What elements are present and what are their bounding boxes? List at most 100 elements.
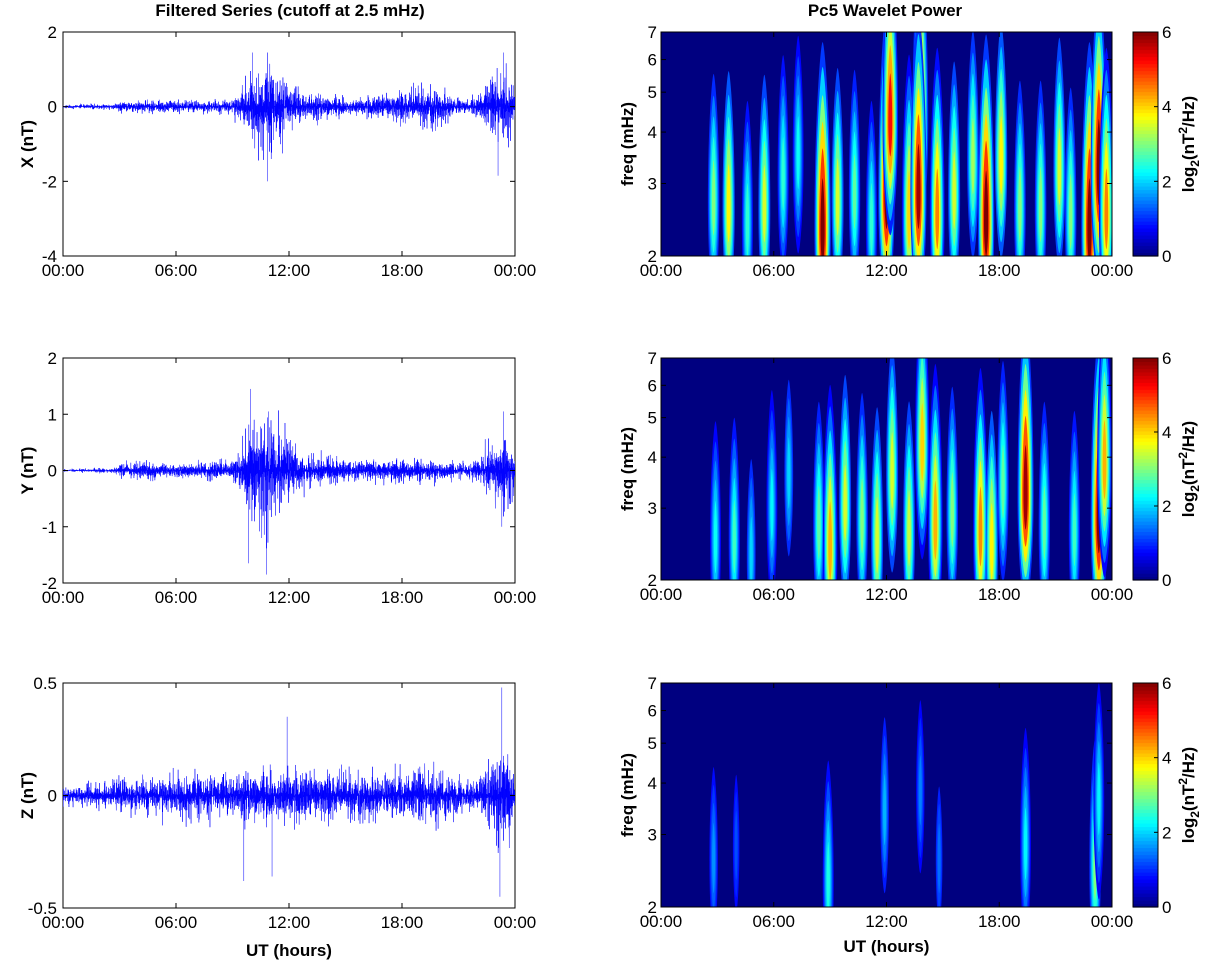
- colorbar-segment: [1133, 403, 1158, 408]
- colorbar-segment: [1133, 823, 1158, 828]
- colorbar-segment: [1133, 378, 1158, 383]
- colorbar-segment: [1133, 833, 1158, 838]
- colorbar-segment: [1133, 196, 1158, 201]
- spectrogram-image: [661, 683, 1112, 907]
- colorbar-segment: [1133, 847, 1158, 852]
- wavelet-power-burst: [820, 178, 825, 256]
- colorbar-segment: [1133, 430, 1158, 435]
- wavelet-power-burst: [978, 486, 983, 567]
- y-tick-label: -2: [42, 574, 57, 593]
- colorbar-segment: [1133, 84, 1158, 89]
- colorbar-segment: [1133, 566, 1158, 571]
- colorbar-segment: [1133, 147, 1158, 152]
- colorbar-segment: [1133, 875, 1158, 880]
- colorbar-segment: [1133, 837, 1158, 842]
- wavelet-power-burst: [1042, 485, 1047, 560]
- colorbar-tick-label: 4: [1162, 749, 1171, 768]
- colorbar-segment: [1133, 144, 1158, 149]
- colorbar-segment: [1133, 413, 1158, 418]
- spectrogram-panel-3: 2 3 4 5 6 7 00:00 06:00 12:00 18:00 00:00 freq (mHz…: [618, 674, 1133, 956]
- colorbar-segment: [1133, 252, 1158, 257]
- colorbar-segment: [1133, 496, 1158, 501]
- timeseries-x-tick-label: 06:00: [155, 913, 198, 932]
- spectrogram-x-tick-label: 00:00: [640, 261, 683, 280]
- colorbar-segment: [1133, 903, 1158, 908]
- colorbar-segment: [1133, 753, 1158, 758]
- spectrogram-x-tick-label: 18:00: [978, 585, 1021, 604]
- y-axis-label: Z (nT): [18, 772, 37, 819]
- y-tick-label: -1: [42, 518, 57, 537]
- y-tick-label: 1: [48, 405, 57, 424]
- spectrogram-x-tick-label: 06:00: [752, 261, 795, 280]
- wavelet-power-burst: [890, 432, 894, 509]
- colorbar-label-superscript: 2: [1176, 778, 1190, 785]
- colorbar-segment: [1133, 451, 1158, 456]
- timeseries-x-tick-label: 00:00: [494, 588, 537, 607]
- colorbar-segment: [1133, 42, 1158, 47]
- colorbar-segment: [1133, 217, 1158, 222]
- colorbar-segment: [1133, 545, 1158, 550]
- colorbar-segment: [1133, 569, 1158, 574]
- colorbar-box: [1132, 682, 1159, 908]
- timeseries-x-tick-label: 12:00: [268, 913, 311, 932]
- timeseries-x-tick-label: 12:00: [268, 588, 311, 607]
- freq-tick-label: 7: [648, 23, 657, 42]
- y-axis-label: Y (nT): [18, 447, 37, 495]
- colorbar-segment: [1133, 812, 1158, 817]
- colorbar-segment: [1133, 67, 1158, 72]
- colorbar-segment: [1133, 521, 1158, 526]
- colorbar-box: [1132, 357, 1159, 581]
- colorbar-segment: [1133, 406, 1158, 411]
- colorbar-segment: [1133, 718, 1158, 723]
- colorbar-segment: [1133, 784, 1158, 789]
- timeseries-x-tick-label: 18:00: [381, 588, 424, 607]
- colorbar-segment: [1133, 704, 1158, 709]
- colorbar-segment: [1133, 868, 1158, 873]
- right-column-title: Pc5 Wavelet Power: [808, 1, 963, 20]
- wavelet-power-burst: [999, 116, 1003, 195]
- timeseries-x-tick-label: 00:00: [42, 913, 85, 932]
- colorbar-segment: [1133, 746, 1158, 751]
- colorbar-segment: [1133, 469, 1158, 474]
- colorbar-segment: [1133, 207, 1158, 212]
- y-tick-label: 2: [48, 23, 57, 42]
- wavelet-power-burst: [907, 490, 911, 567]
- colorbar-label-base: log: [1179, 818, 1198, 844]
- colorbar-segment: [1133, 112, 1158, 117]
- freq-tick-label: 3: [648, 175, 657, 194]
- freq-tick-label: 4: [648, 123, 657, 142]
- freq-axis-label: freq (mHz): [618, 427, 637, 511]
- colorbar-segment: [1133, 375, 1158, 380]
- spectrogram-image: [661, 32, 1112, 256]
- colorbar-segment: [1133, 697, 1158, 702]
- freq-tick-label: 3: [648, 499, 657, 518]
- colorbar-segment: [1133, 137, 1158, 142]
- colorbar-segment: [1133, 559, 1158, 564]
- colorbar-segment: [1133, 527, 1158, 533]
- colorbar-label-superscript: 2: [1176, 127, 1190, 134]
- colorbar-segment: [1133, 791, 1158, 796]
- freq-tick-label: 6: [648, 51, 657, 70]
- wavelet-power-burst: [1087, 178, 1092, 256]
- colorbar-segment: [1133, 900, 1158, 905]
- wavelet-power-burst: [796, 116, 800, 190]
- colorbar-segment: [1133, 548, 1158, 553]
- colorbar-segment: [1133, 865, 1158, 870]
- colorbar-segment: [1133, 81, 1158, 86]
- colorbar-tick-label: 2: [1162, 497, 1171, 516]
- colorbar-label-units-end: /Hz): [1179, 96, 1198, 127]
- colorbar-segment: [1133, 777, 1158, 782]
- colorbar-segment: [1133, 105, 1158, 110]
- colorbar-segment: [1133, 91, 1158, 96]
- colorbar-segment: [1133, 74, 1158, 79]
- colorbar-label-units: (nT: [1179, 133, 1198, 160]
- colorbar-segment: [1133, 245, 1158, 250]
- colorbar-segment: [1133, 517, 1158, 522]
- colorbar-segment: [1133, 119, 1158, 124]
- colorbar-segment: [1133, 186, 1158, 191]
- colorbar-segment: [1133, 109, 1158, 114]
- colorbar-segment: [1133, 711, 1158, 716]
- colorbar-segment: [1133, 203, 1158, 208]
- colorbar-segment: [1133, 830, 1158, 835]
- wavelet-power-burst: [817, 485, 821, 560]
